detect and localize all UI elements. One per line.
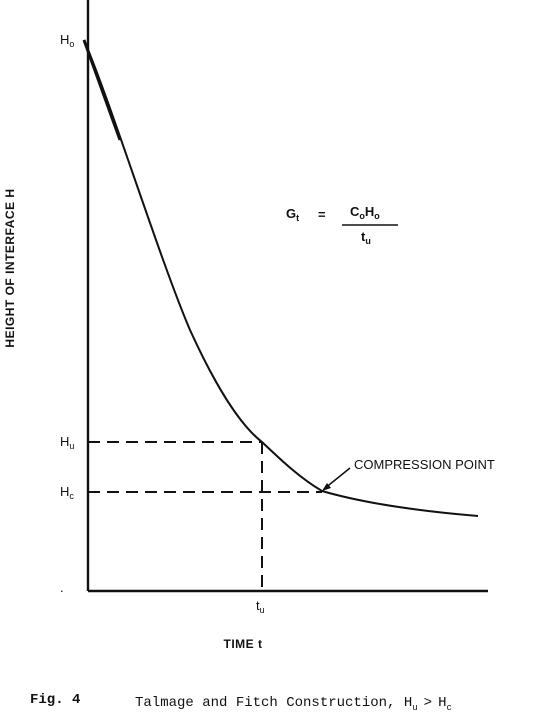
- x-axis-origin-dot: .: [60, 580, 64, 595]
- arrow-head-icon: [322, 483, 331, 491]
- formula-lhs: Gt: [286, 206, 299, 223]
- formula-equals: =: [318, 207, 326, 222]
- hc-label: Hc: [60, 484, 74, 501]
- figure-caption-text: Talmage and Fitch Construction, Hu > Hc: [135, 695, 452, 713]
- hu-label: Hu: [60, 434, 74, 451]
- figure-caption-label: Fig. 4: [30, 692, 80, 708]
- compression-point-label: COMPRESSION POINT: [354, 457, 495, 472]
- h0-label: Ho: [60, 32, 74, 49]
- formula-denominator: tu: [361, 229, 371, 246]
- y-axis-label: HEIGHT OF INTERFACE H: [3, 188, 17, 347]
- initial-tangent: [82, 39, 122, 141]
- x-axis-label: TIME t: [224, 637, 263, 651]
- formula: Gt = CoHo tu: [286, 204, 398, 246]
- settling-curve: [83, 39, 479, 517]
- tu-label: tu: [256, 598, 265, 615]
- formula-numerator: CoHo: [350, 204, 380, 221]
